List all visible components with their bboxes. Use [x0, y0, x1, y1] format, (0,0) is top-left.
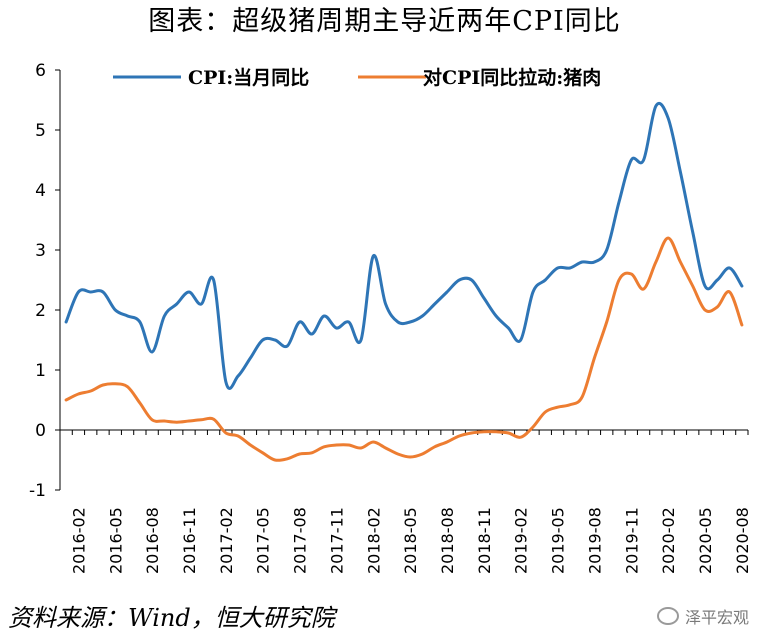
x-tick-label: 2017-02 — [217, 507, 236, 574]
watermark-label: 泽平宏观 — [684, 608, 749, 627]
x-tick-label: 2016-02 — [69, 507, 88, 574]
x-tick-label: 2020-02 — [659, 507, 678, 574]
watermark: 泽平宏观 — [656, 604, 749, 628]
cpi-line — [64, 101, 744, 390]
chart-title: 图表：超级猪周期主导近两年CPI同比 — [148, 6, 621, 37]
y-tick-label: 6 — [35, 61, 46, 81]
x-tick-label: 2018-02 — [364, 507, 383, 574]
chart-svg: -1 0 1 2 3 4 5 6 2016-02 2016-05 2016-08 2016-11 201… — [29, 61, 752, 574]
x-tick-label: 2019-11 — [622, 507, 641, 574]
y-tick-label: -1 — [29, 481, 46, 501]
x-tick-label: 2019-02 — [512, 507, 531, 574]
x-tick-label: 2018-08 — [438, 507, 457, 574]
x-tick-label: 2016-05 — [106, 507, 125, 574]
y-tick-label: 5 — [35, 121, 46, 141]
x-tick-label: 2020-08 — [733, 507, 752, 574]
y-tick-label: 3 — [35, 241, 46, 261]
y-tick-label: 1 — [35, 361, 46, 381]
pork-contribution-line — [64, 236, 744, 462]
y-tick-label: 4 — [35, 181, 46, 201]
x-tick-label: 2020-05 — [696, 507, 715, 574]
x-tick-label: 2016-08 — [143, 507, 162, 574]
y-tick-label: 2 — [35, 301, 46, 321]
x-tick-label: 2018-05 — [401, 507, 420, 574]
x-tick-label: 2018-11 — [475, 507, 494, 574]
legend-pork-label: 对CPI同比拉动:猪肉 — [423, 66, 601, 89]
source-note: 资料来源：Wind，恒大研究院 — [8, 604, 335, 632]
legend-cpi-label: CPI:当月同比 — [188, 66, 309, 89]
wechat-icon — [656, 607, 679, 625]
x-tick-label: 2016-11 — [180, 507, 199, 574]
x-tick-label: 2019-05 — [549, 507, 568, 574]
y-tick-label: 0 — [35, 421, 46, 441]
x-tick-label: 2019-08 — [585, 507, 604, 574]
x-tick-label: 2017-11 — [327, 507, 346, 574]
x-tick-label: 2017-08 — [291, 507, 310, 574]
x-tick-label: 2017-05 — [254, 507, 273, 574]
